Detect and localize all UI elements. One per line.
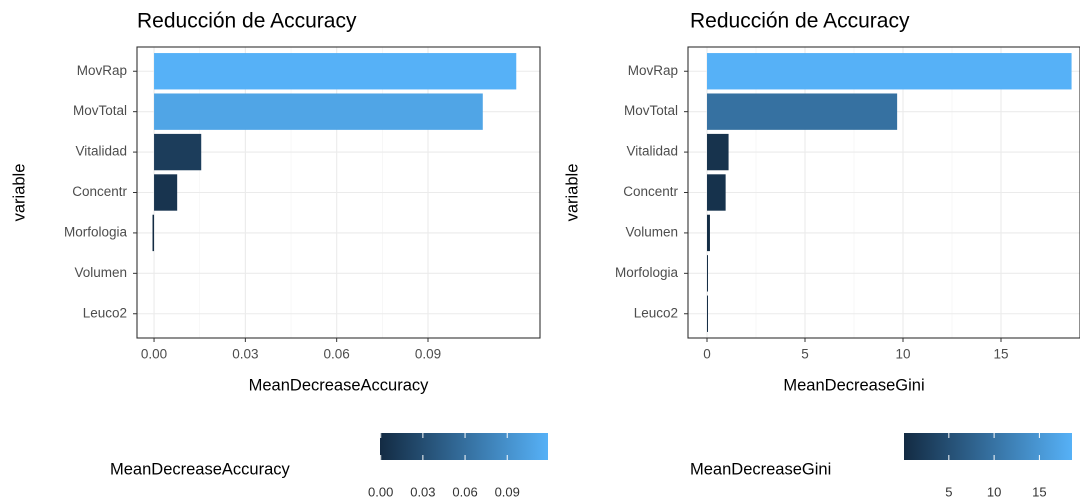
y-tick-label: Volumen — [625, 224, 678, 239]
colorbar-tick-label: 5 — [945, 484, 952, 499]
colorbar-tick-label: 0.00 — [368, 484, 393, 499]
x-tick-label: 0.03 — [232, 347, 258, 362]
y-tick-label: MovRap — [628, 63, 678, 78]
bar — [707, 214, 710, 252]
chart-title: Reducción de Accuracy — [690, 10, 910, 33]
colorbar-tick-label: 0.09 — [495, 484, 520, 499]
chart-title: Reducción de Accuracy — [137, 10, 357, 33]
x-tick-label: 0.09 — [415, 347, 441, 362]
bar — [152, 214, 155, 252]
colorbar-tick-label: 0.06 — [452, 484, 477, 499]
y-tick-label: Leuco2 — [83, 305, 127, 320]
y-tick-label: Leuco2 — [634, 305, 678, 320]
bar — [154, 133, 202, 171]
colorbar — [380, 433, 548, 460]
y-axis-title: variable — [563, 164, 581, 222]
x-tick-label: 10 — [895, 347, 910, 362]
panel-border — [687, 46, 1080, 339]
y-tick-label: Morfologia — [64, 224, 128, 239]
x-tick-label: 15 — [993, 347, 1008, 362]
bar — [707, 174, 726, 211]
bar — [707, 295, 708, 332]
x-tick-label: 5 — [801, 347, 809, 362]
bar — [707, 133, 729, 171]
colorbar — [904, 433, 1072, 460]
y-tick-label: Vitalidad — [626, 144, 678, 159]
x-tick-label: 0 — [703, 347, 711, 362]
y-tick-label: MovTotal — [624, 103, 678, 118]
bar — [707, 255, 708, 292]
colorbar-tick-label: 15 — [1032, 484, 1046, 499]
legend-title: MeanDecreaseGini — [690, 460, 831, 478]
bar — [707, 93, 898, 130]
bar — [154, 53, 517, 90]
x-axis-title: MeanDecreaseGini — [783, 376, 924, 394]
colorbar-tick-label: 10 — [987, 484, 1001, 499]
colorbar-tick-label: 0.03 — [410, 484, 435, 499]
y-tick-label: Morfologia — [615, 265, 679, 280]
bar — [154, 93, 483, 130]
bar — [154, 174, 178, 211]
y-tick-label: Volumen — [74, 265, 127, 280]
legend-title: MeanDecreaseAccuracy — [110, 460, 290, 478]
bar — [707, 53, 1072, 90]
x-tick-label: 0.00 — [141, 347, 167, 362]
y-tick-label: MovRap — [77, 63, 127, 78]
y-tick-label: MovTotal — [73, 103, 127, 118]
panel-border — [136, 46, 541, 339]
y-tick-label: Concentr — [623, 184, 678, 199]
y-tick-label: Concentr — [72, 184, 127, 199]
x-axis-title: MeanDecreaseAccuracy — [249, 376, 429, 394]
x-tick-label: 0.06 — [324, 347, 350, 362]
y-axis-title: variable — [10, 164, 28, 222]
y-tick-label: Vitalidad — [75, 144, 127, 159]
